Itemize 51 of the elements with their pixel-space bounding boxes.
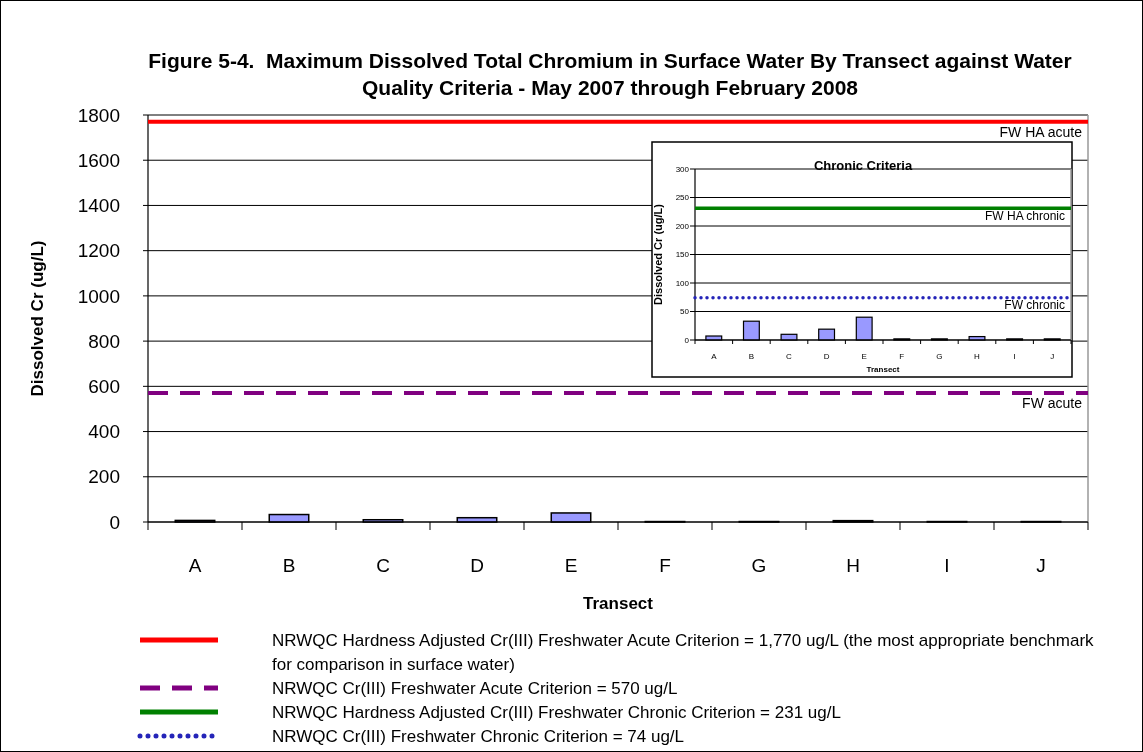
y-tick-label: 1800 [77, 104, 120, 126]
y-tick-label: 1000 [77, 285, 120, 307]
chart-title: Chronic Criteria [813, 158, 913, 173]
x-tick-label: E [861, 352, 867, 361]
x-tick-label: G [936, 352, 943, 361]
y-tick-label: 50 [680, 307, 690, 317]
y-tick-label: 0 [109, 511, 120, 533]
y-tick-label: 100 [675, 278, 690, 288]
y-tick-label: 250 [675, 193, 690, 203]
x-tick-label: J [1036, 555, 1046, 576]
ref-line-label: FW chronic [1004, 298, 1065, 313]
x-tick-label: C [376, 555, 390, 576]
x-tick-label: I [1013, 352, 1016, 361]
y-tick-label: 200 [88, 466, 120, 488]
x-tick-label: C [786, 352, 793, 361]
y-axis-title: Dissolved Cr (ug/L) [652, 203, 664, 305]
text: NRWQC Cr(III) Freshwater Chronic Criterion = 74 ug/L [272, 727, 685, 746]
chart-title: Figure 5-4. Maximum Dissolved Total Chromium in Surface Water By Transect against Water Quality Criteria - May 2007 through February 2008 [148, 49, 1072, 99]
x-tick-label: H [974, 352, 981, 361]
x-tick-label: J [1050, 352, 1055, 361]
y-tick-label: 1400 [77, 195, 120, 217]
y-tick-label: 800 [88, 330, 120, 352]
x-tick-label: H [846, 555, 860, 576]
x-tick-label: E [564, 555, 578, 576]
x-tick-label: D [470, 555, 484, 576]
x-tick-label: I [944, 555, 950, 576]
x-tick-label: F [899, 352, 905, 361]
ref-line-label: FW acute [1022, 395, 1083, 412]
text: NRWQC Hardness Adjusted Cr(III) Freshwater Acute Criterion = 1,770 ug/L (the most appropriate benchmark for comparison in surface water) [272, 631, 1095, 674]
y-tick-label: 1200 [77, 240, 120, 262]
y-tick-label: 300 [675, 164, 690, 174]
y-tick-label: 150 [675, 250, 690, 260]
text: NRWQC Hardness Adjusted Cr(III) Freshwater Chronic Criterion = 231 ug/L [272, 703, 841, 722]
y-axis-title: Dissolved Cr (ug/L) [28, 240, 47, 397]
y-tick-label: 200 [675, 221, 690, 231]
x-tick-label: B [282, 555, 296, 576]
x-tick-label: D [823, 352, 830, 361]
x-axis-title: Transect [583, 594, 654, 613]
y-tick-label: 400 [88, 421, 120, 443]
y-tick-label: 600 [88, 375, 120, 397]
y-tick-label: 0 [684, 335, 690, 345]
x-tick-label: B [748, 352, 755, 361]
x-tick-label: A [188, 555, 202, 576]
x-tick-label: A [711, 352, 718, 361]
y-tick-label: 1600 [77, 149, 120, 171]
x-tick-label: G [751, 555, 767, 576]
x-tick-label: F [659, 555, 671, 576]
ref-line-label: FW HA chronic [984, 208, 1065, 223]
ref-line-label: FW HA acute [999, 123, 1083, 140]
text: NRWQC Cr(III) Freshwater Acute Criterion = 570 ug/L [272, 679, 678, 698]
x-axis-title: Transect [866, 365, 900, 374]
